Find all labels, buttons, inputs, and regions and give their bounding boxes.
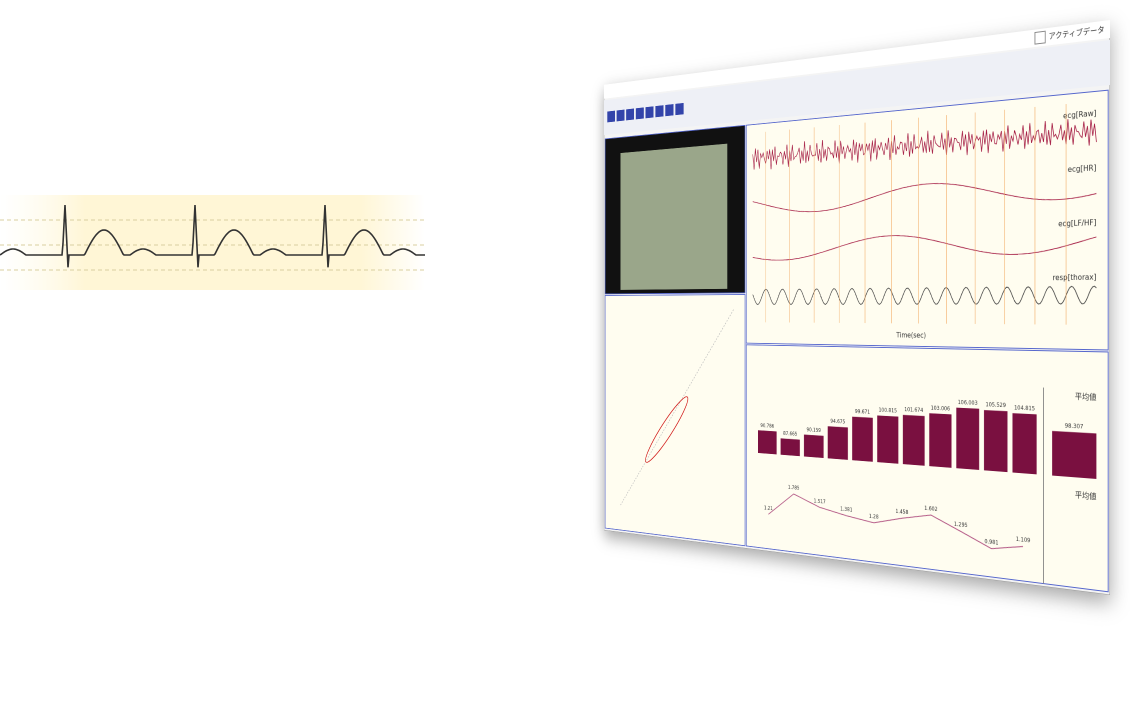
line-value-label: 1.458 [896,509,909,517]
line-value-label: 1.28 [869,513,879,520]
bar-value-label: 90.159 [807,427,821,434]
app-ui: アクティブデータ ecg[Raw]ecg[HR]ecg[LF/HF]resp[t… [603,20,1110,595]
bar [827,426,848,460]
channel-label: ecg[LF/HF] [1058,218,1097,229]
strip-bg [0,195,425,290]
bar-value-label: 106.003 [958,399,978,407]
stats-panel [746,345,1108,592]
bar-value-label: 104.815 [1014,405,1035,413]
app-window: アクティブデータ ecg[Raw] ecg[HR] ecg[LF/HF] resp[t… [603,20,1110,595]
line-value-label: 1.295 [954,521,968,529]
bar-value-label: 101.674 [904,407,923,414]
bar [1012,413,1037,475]
bar [803,434,824,459]
line-title: 平均値 [1075,489,1097,501]
line-value-label: 1.785 [788,485,800,492]
mean-title: 平均値 [1075,391,1097,403]
bar [757,430,777,455]
channel-label: ecg[Raw] [1063,108,1097,120]
bar-value-label: 90.786 [760,423,774,430]
bar [929,413,952,468]
bar-value-label: 94.675 [830,419,845,426]
line-value-label: 1.602 [924,505,937,513]
mean-value-label: 98.307 [1065,423,1084,431]
line-value-label: 0.981 [984,538,998,546]
bar [984,410,1008,473]
bar-value-label: 100.815 [879,407,897,414]
line-value-label: 1.381 [840,506,852,514]
bar-value-label: 103.006 [931,405,950,413]
ecg-trace [0,204,425,268]
channel-label: resp[thorax] [1053,272,1097,282]
line-value-label: 1.109 [1016,536,1030,544]
signal-panel [746,90,1108,350]
strip-grid [0,219,425,271]
bar [902,414,925,466]
bar-value-label: 105.529 [986,402,1006,410]
signal-traces: ecg[Raw] ecg[HR] ecg[LF/HF] resp[thorax] [753,101,1097,325]
x-axis-label: Time(sec) [895,331,926,340]
bar [956,407,980,470]
ecg-strip [0,195,425,290]
bar-value-label: 87.665 [783,431,797,438]
channel-label: ecg[HR] [1068,163,1097,174]
bar [780,438,800,457]
bar [852,416,873,462]
line-value-label: 1.21 [764,505,773,512]
bar [877,415,899,464]
mean-bar [1052,430,1097,479]
scatter-panel [605,295,745,546]
line-value-label: 1.517 [814,498,826,505]
bar-value-label: 99.671 [855,409,870,416]
video-frame [620,143,728,290]
